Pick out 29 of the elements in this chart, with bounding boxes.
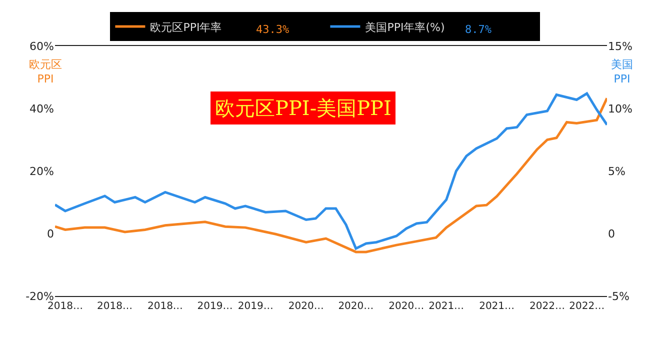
y2-axis-title: 美国PPI: [611, 58, 633, 86]
y-tick-label: -20%: [26, 290, 54, 303]
x-tick-label: 2019…: [197, 301, 233, 312]
x-tick-label: 2022…: [569, 301, 605, 312]
legend-label: 美国PPI年率(%): [365, 20, 445, 34]
y2-tick-label: -5%: [608, 290, 630, 303]
text: 欧元区PPI-美国PPI: [215, 96, 392, 120]
x-tick-label: 2020…: [388, 301, 424, 312]
y-axis-title: 欧元区PPI: [29, 58, 62, 86]
x-tick-label: 2018…: [48, 301, 83, 312]
text: 43.3%: [256, 23, 290, 36]
x-tick-label: 2019…: [238, 301, 274, 312]
y2-tick-label: 10%: [608, 102, 632, 116]
y-tick-label: 60%: [30, 40, 54, 53]
x-tick-label: 2020…: [338, 301, 374, 312]
y-tick-label: 40%: [30, 102, 54, 116]
y-tick-label: 20%: [30, 164, 54, 178]
legend-label: 欧元区PPI年率: [150, 20, 222, 34]
y-tick-label: 0: [47, 227, 54, 240]
x-tick-label: 2018…: [147, 301, 183, 312]
x-tick-label: 2020…: [288, 301, 324, 312]
x-tick-label: 2021…: [428, 301, 464, 312]
x-tick-label: 2021…: [479, 301, 515, 312]
x-tick-label: 2022…: [530, 301, 566, 312]
text: 8.7%: [465, 23, 492, 36]
x-tick-label: 2018…: [96, 301, 132, 312]
y2-tick-label: 15%: [608, 40, 632, 53]
y2-tick-label: 5%: [608, 164, 626, 178]
y2-tick-label: 0: [608, 227, 615, 240]
